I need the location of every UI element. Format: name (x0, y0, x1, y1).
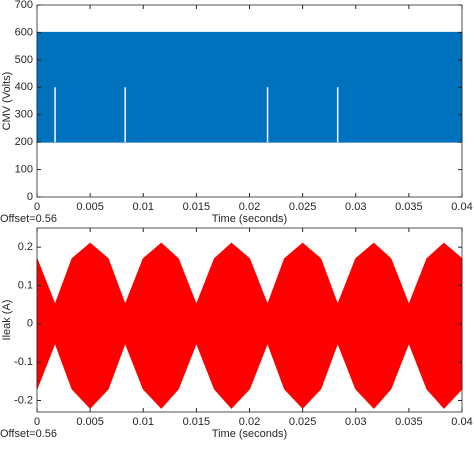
signal-band (36, 31, 463, 143)
x-axis-label: Time (seconds) (212, 213, 287, 225)
x-tick-label: 0.04 (451, 201, 472, 213)
x-tick-label: 0.025 (289, 201, 317, 213)
x-tick-label: 0.035 (395, 416, 423, 428)
x-tick-label: 0.03 (345, 416, 366, 428)
x-tick-label: 0.005 (76, 201, 104, 213)
y-axis-label: Ileak (A) (1, 300, 13, 341)
y-tick-label: 0 (27, 318, 33, 330)
y-axis-label: CMV (Volts) (1, 72, 13, 131)
y-tick-label: 600 (15, 26, 33, 38)
y-tick-label: 400 (15, 81, 33, 93)
x-tick-label: 0 (34, 416, 40, 428)
y-tick-label: 0 (27, 191, 33, 203)
x-tick-label: 0.015 (183, 416, 211, 428)
y-tick-label: 300 (15, 109, 33, 121)
x-tick-label: 0.01 (133, 416, 154, 428)
y-tick-label: 200 (15, 136, 33, 148)
offset-note: Offset=0.56 (0, 428, 57, 440)
x-tick-label: 0.015 (183, 201, 211, 213)
y-tick-label: 0.1 (18, 279, 33, 291)
x-tick-label: 0.04 (451, 416, 472, 428)
offset-note: Offset=0.56 (0, 213, 57, 225)
y-tick-label: -0.1 (14, 356, 33, 368)
y-tick-label: 700 (15, 0, 33, 11)
x-tick-label: 0.01 (133, 201, 154, 213)
y-tick-label: 0.2 (18, 241, 33, 253)
x-axis-label: Time (seconds) (212, 428, 287, 440)
x-tick-label: 0.02 (239, 416, 260, 428)
y-tick-label: 500 (15, 54, 33, 66)
y-tick-label: 100 (15, 163, 33, 175)
x-tick-label: 0 (34, 201, 40, 213)
x-tick-label: 0.035 (395, 201, 423, 213)
x-tick-label: 0.025 (289, 416, 317, 428)
x-tick-label: 0.03 (345, 201, 366, 213)
y-tick-label: -0.2 (14, 394, 33, 406)
x-tick-label: 0.005 (76, 416, 104, 428)
x-tick-label: 0.02 (239, 201, 260, 213)
